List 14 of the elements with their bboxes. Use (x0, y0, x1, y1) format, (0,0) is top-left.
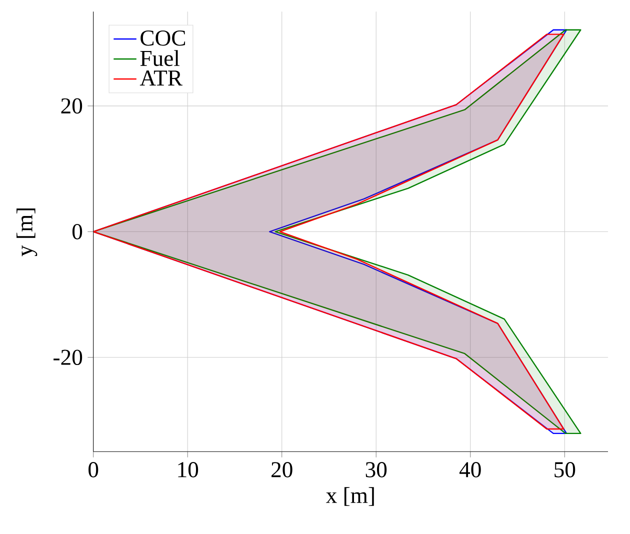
y-tick-label: 0 (72, 224, 82, 240)
x-tick-label: 0 (88, 462, 98, 478)
y-tick-label: -20 (54, 350, 82, 365)
x-axis-title: x [m] (326, 487, 374, 506)
x-tick-label: 30 (366, 462, 387, 478)
y-axis-title: y [m] (16, 208, 38, 256)
y-tick-label: 20 (61, 98, 82, 114)
x-tick-label: 40 (459, 462, 481, 478)
x-tick-label: 50 (554, 462, 576, 478)
legend-label: COC (140, 30, 186, 46)
x-tick-label: 20 (272, 462, 292, 478)
legend-label: Fuel (140, 50, 180, 66)
x-tick-label: 10 (178, 462, 198, 478)
legend-label: ATR (140, 70, 182, 86)
